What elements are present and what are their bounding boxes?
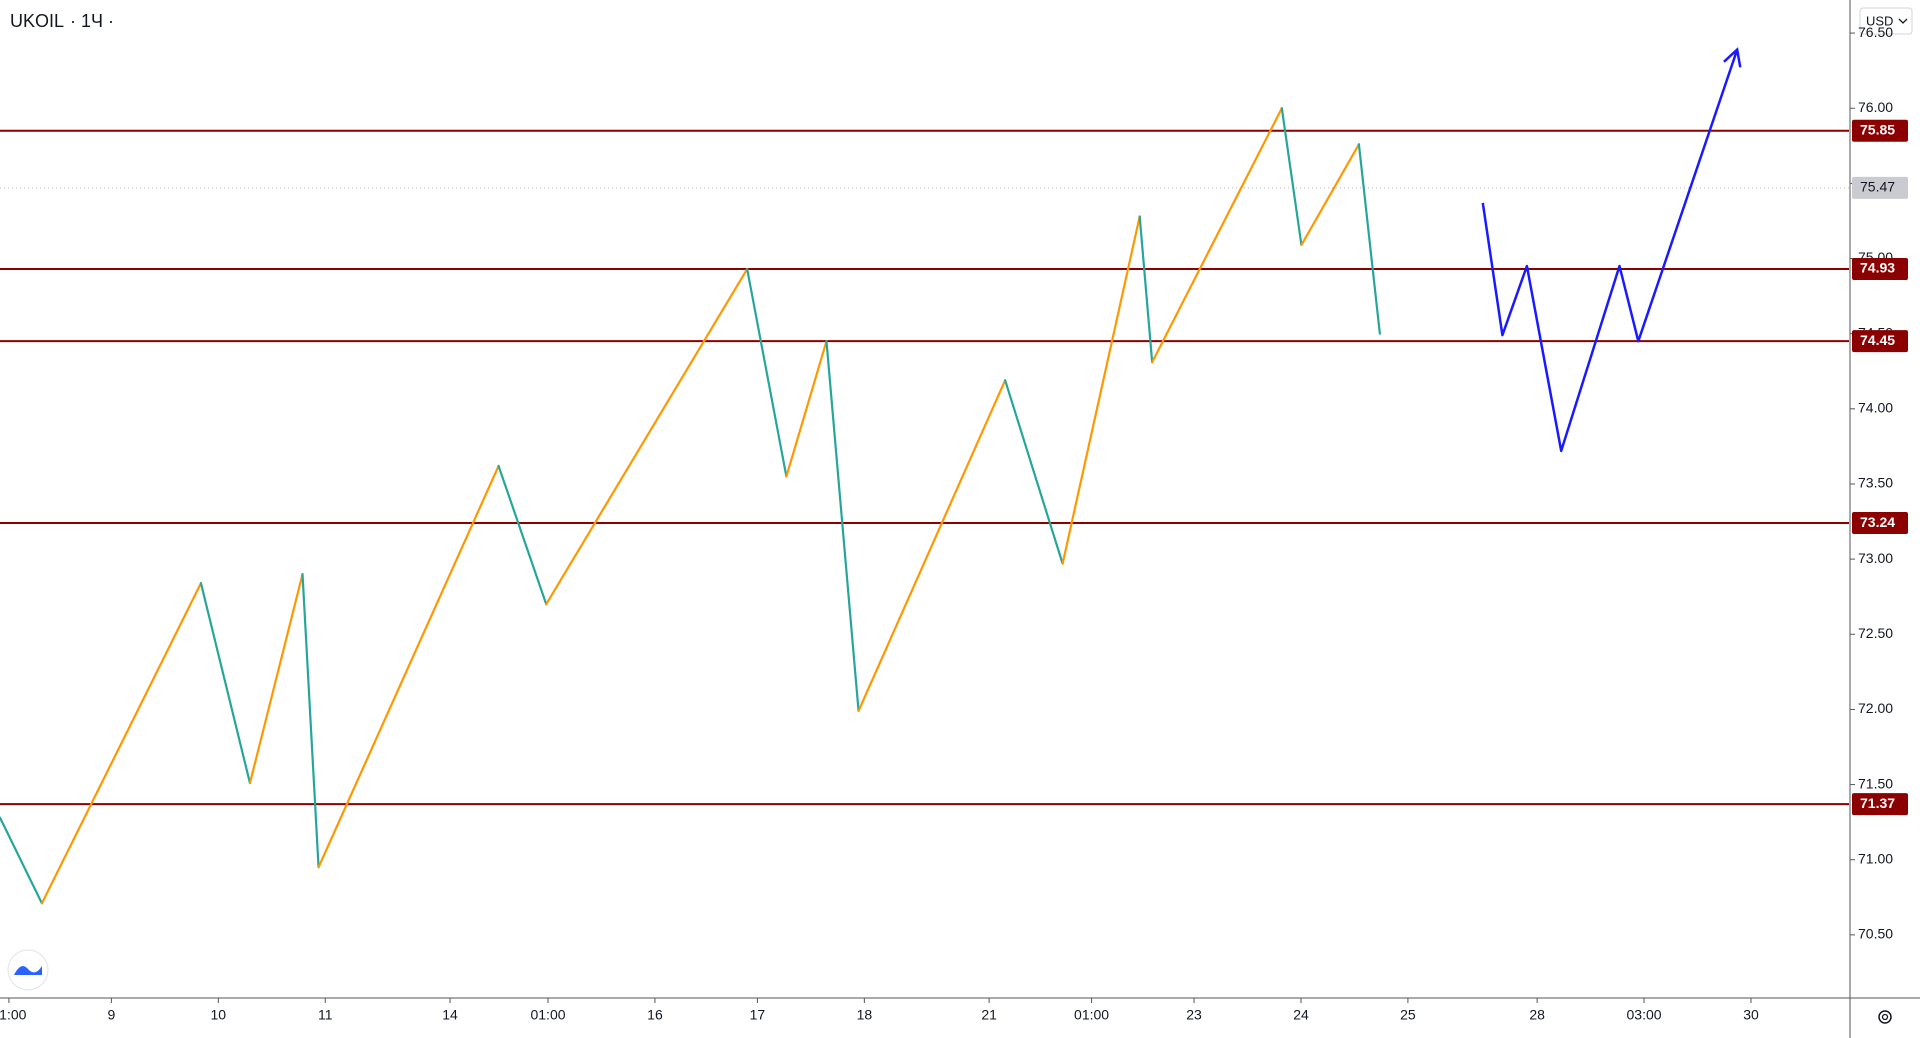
x-tick-label: 25	[1400, 1007, 1416, 1023]
zigzag-segment	[0, 816, 43, 905]
x-tick-label: 01:00	[1074, 1007, 1109, 1023]
level-label: 73.24	[1860, 514, 1895, 530]
level-box	[1852, 330, 1908, 353]
x-tick-label: 28	[1529, 1007, 1545, 1023]
x-tick-label: 03:00	[1627, 1007, 1662, 1023]
level-label: 75.85	[1860, 121, 1895, 137]
level-label: 74.45	[1860, 332, 1895, 348]
zigzag-segment	[199, 582, 252, 785]
level-box	[1852, 119, 1908, 142]
level-box	[1852, 512, 1908, 535]
zigzag-segment	[301, 573, 320, 869]
x-tick-label: 11	[318, 1007, 333, 1023]
projection-arrowhead	[1723, 47, 1742, 68]
y-tick-label: 71.00	[1858, 850, 1893, 866]
zigzag-segment	[1004, 379, 1064, 565]
level-box	[1852, 793, 1908, 816]
zigzag-segment	[497, 464, 548, 606]
zigzag-segment	[825, 340, 860, 713]
level-label: 71.37	[1860, 795, 1895, 811]
zigzag-segment	[248, 573, 304, 785]
separator: ·	[108, 11, 114, 31]
zigzag-segment	[1061, 215, 1141, 565]
currency-button[interactable]	[1859, 7, 1913, 35]
y-tick-label: 71.50	[1858, 775, 1893, 791]
zigzag-segment	[1357, 143, 1381, 335]
plot-area	[0, 47, 1849, 905]
last-price-label: 75.47	[1860, 179, 1895, 195]
zigzag-segment	[1280, 107, 1303, 247]
x-tick-label: 01:00	[530, 1007, 565, 1023]
x-tick-label: 30	[1743, 1007, 1759, 1023]
symbol: UKOIL	[10, 11, 64, 31]
level-label: 74.93	[1860, 260, 1895, 276]
y-tick-label: 72.50	[1858, 625, 1893, 641]
x-tick-label: 16	[647, 1007, 663, 1023]
zigzag-segment	[40, 582, 203, 905]
x-tick-label: 23	[1186, 1007, 1202, 1023]
zigzag-segment	[1138, 215, 1154, 364]
zigzag-segment	[1300, 143, 1361, 247]
y-tick-label: 73.00	[1858, 550, 1893, 566]
separator: ·	[70, 11, 76, 31]
x-tick-label: 14	[442, 1007, 458, 1023]
logo	[7, 949, 49, 991]
y-tick-label: 70.50	[1858, 926, 1893, 942]
x-tick-label: 10	[211, 1007, 227, 1023]
currency[interactable]: USD	[1866, 13, 1893, 28]
zigzag-segment	[545, 267, 749, 606]
last-price-box	[1852, 176, 1908, 199]
y-tick-label: 76.00	[1858, 99, 1893, 115]
x-tick-label: 17	[750, 1007, 766, 1023]
currency-caret	[1898, 18, 1908, 24]
y-tick-label: 73.50	[1858, 475, 1893, 491]
zigzag-segment	[746, 267, 788, 478]
settings-icon[interactable]	[1878, 1010, 1892, 1024]
zigzag-segment	[857, 379, 1007, 713]
zigzag-segment	[785, 340, 828, 478]
interval: 1Ч	[81, 11, 103, 31]
x-tick-label: 01:00	[0, 1007, 27, 1023]
zigzag-segment	[1151, 107, 1283, 364]
projection-path	[1481, 49, 1739, 453]
x-tick-label: 18	[857, 1007, 873, 1023]
level-box	[1852, 258, 1908, 281]
y-tick-label: 74.00	[1858, 400, 1893, 416]
y-tick-label: 72.00	[1858, 700, 1893, 716]
x-tick-label: 24	[1293, 1007, 1309, 1023]
zigzag-segment	[317, 464, 500, 869]
x-tick-label: 21	[981, 1007, 997, 1023]
y-tick-label: 76.50	[1858, 24, 1893, 40]
x-tick-label: 9	[107, 1007, 115, 1023]
